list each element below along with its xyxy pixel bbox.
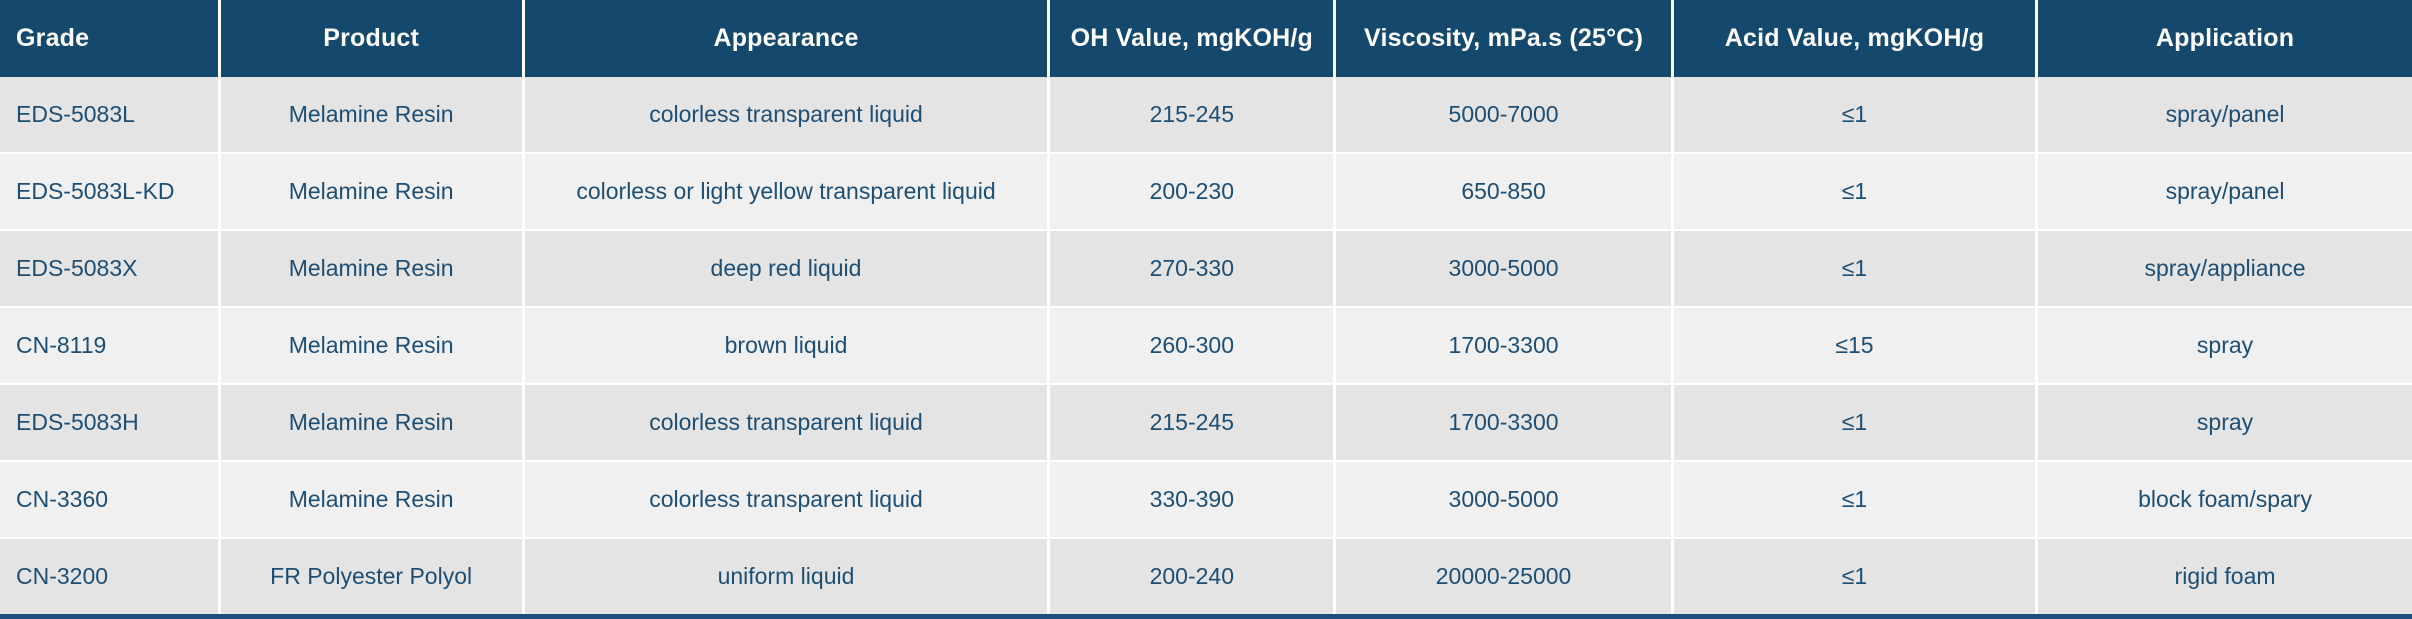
cell-viscosity: 3000-5000 xyxy=(1336,229,1674,306)
cell-appearance: uniform liquid xyxy=(524,537,1051,614)
column-header-appearance: Appearance xyxy=(524,0,1051,77)
table-row: EDS-5083H Melamine Resin colorless trans… xyxy=(0,383,2412,460)
cell-viscosity: 20000-25000 xyxy=(1336,537,1674,614)
cell-appearance: brown liquid xyxy=(524,306,1051,383)
cell-product: Melamine Resin xyxy=(220,152,525,229)
cell-grade: EDS-5083X xyxy=(0,229,221,306)
cell-grade: CN-3200 xyxy=(0,537,221,614)
cell-acid-value: ≤1 xyxy=(1673,460,2039,537)
cell-grade: EDS-5083L xyxy=(0,77,221,152)
cell-product: Melamine Resin xyxy=(220,460,525,537)
cell-acid-value: ≤1 xyxy=(1673,152,2039,229)
table-row: EDS-5083L-KD Melamine Resin colorless or… xyxy=(0,152,2412,229)
cell-application: spray/appliance xyxy=(2038,229,2412,306)
column-header-acid-value: Acid Value, mgKOH/g xyxy=(1673,0,2039,77)
cell-application: spray/panel xyxy=(2038,77,2412,152)
cell-oh-value: 200-240 xyxy=(1050,537,1337,614)
cell-oh-value: 270-330 xyxy=(1050,229,1337,306)
cell-acid-value: ≤1 xyxy=(1673,229,2039,306)
table-row: CN-3200 FR Polyester Polyol uniform liqu… xyxy=(0,537,2412,614)
cell-product: Melamine Resin xyxy=(220,306,525,383)
cell-acid-value: ≤1 xyxy=(1673,77,2039,152)
cell-appearance: deep red liquid xyxy=(524,229,1051,306)
table-row: CN-3360 Melamine Resin colorless transpa… xyxy=(0,460,2412,537)
cell-appearance: colorless transparent liquid xyxy=(524,460,1051,537)
cell-product: Melamine Resin xyxy=(220,383,525,460)
column-header-grade: Grade xyxy=(0,0,221,77)
cell-grade: EDS-5083H xyxy=(0,383,221,460)
column-header-product: Product xyxy=(220,0,525,77)
cell-viscosity: 5000-7000 xyxy=(1336,77,1674,152)
cell-oh-value: 260-300 xyxy=(1050,306,1337,383)
cell-viscosity: 650-850 xyxy=(1336,152,1674,229)
column-header-viscosity: Viscosity, mPa.s (25°C) xyxy=(1336,0,1674,77)
cell-viscosity: 1700-3300 xyxy=(1336,306,1674,383)
cell-application: rigid foam xyxy=(2038,537,2412,614)
cell-product: FR Polyester Polyol xyxy=(220,537,525,614)
cell-grade: CN-3360 xyxy=(0,460,221,537)
cell-acid-value: ≤1 xyxy=(1673,537,2039,614)
cell-product: Melamine Resin xyxy=(220,77,525,152)
cell-oh-value: 330-390 xyxy=(1050,460,1337,537)
cell-appearance: colorless transparent liquid xyxy=(524,383,1051,460)
cell-oh-value: 200-230 xyxy=(1050,152,1337,229)
cell-appearance: colorless or light yellow transparent li… xyxy=(524,152,1051,229)
table-row: EDS-5083L Melamine Resin colorless trans… xyxy=(0,77,2412,152)
cell-viscosity: 1700-3300 xyxy=(1336,383,1674,460)
cell-viscosity: 3000-5000 xyxy=(1336,460,1674,537)
table-row: CN-8119 Melamine Resin brown liquid 260-… xyxy=(0,306,2412,383)
cell-oh-value: 215-245 xyxy=(1050,77,1337,152)
cell-application: spray xyxy=(2038,383,2412,460)
table-header-row: Grade Product Appearance OH Value, mgKOH… xyxy=(0,0,2412,77)
cell-product: Melamine Resin xyxy=(220,229,525,306)
cell-application: block foam/spary xyxy=(2038,460,2412,537)
cell-oh-value: 215-245 xyxy=(1050,383,1337,460)
table-row: EDS-5083X Melamine Resin deep red liquid… xyxy=(0,229,2412,306)
cell-application: spray/panel xyxy=(2038,152,2412,229)
cell-acid-value: ≤1 xyxy=(1673,383,2039,460)
cell-appearance: colorless transparent liquid xyxy=(524,77,1051,152)
cell-grade: CN-8119 xyxy=(0,306,221,383)
cell-application: spray xyxy=(2038,306,2412,383)
cell-grade: EDS-5083L-KD xyxy=(0,152,221,229)
column-header-oh-value: OH Value, mgKOH/g xyxy=(1050,0,1337,77)
cell-acid-value: ≤15 xyxy=(1673,306,2039,383)
column-header-application: Application xyxy=(2038,0,2412,77)
